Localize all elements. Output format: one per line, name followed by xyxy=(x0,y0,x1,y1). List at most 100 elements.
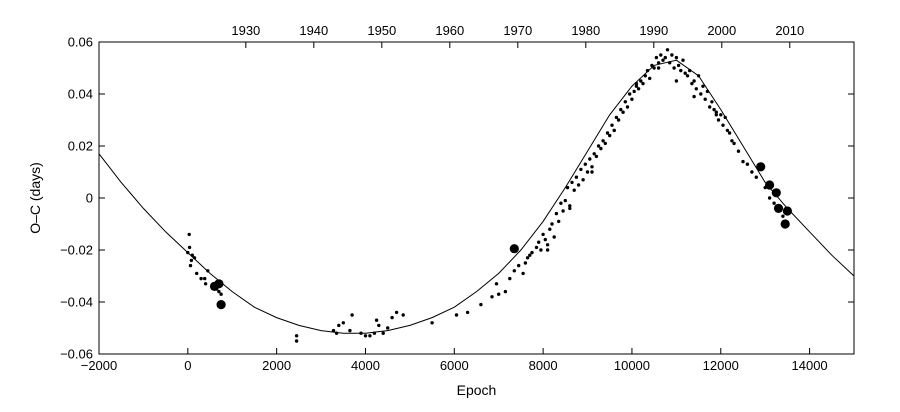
small-data-point xyxy=(654,55,659,60)
small-data-point xyxy=(719,113,723,117)
x-tick-label: 12000 xyxy=(703,358,739,373)
large-data-point xyxy=(771,188,781,198)
top-tick-label: 1960 xyxy=(435,23,464,38)
small-data-point xyxy=(623,100,627,104)
small-data-point xyxy=(674,55,679,60)
small-data-point xyxy=(189,258,194,263)
x-tick-label: 10000 xyxy=(614,358,650,373)
small-data-point xyxy=(676,63,681,68)
small-data-point xyxy=(714,110,718,114)
small-data-point xyxy=(390,315,394,320)
small-data-point xyxy=(576,183,581,187)
small-data-point xyxy=(652,66,656,70)
top-tick-label: 2010 xyxy=(775,23,804,38)
small-data-point xyxy=(377,323,381,328)
y-tick-label: −0.06 xyxy=(60,347,93,362)
top-tick-label: 2000 xyxy=(707,23,736,38)
small-data-point xyxy=(525,256,530,260)
tick-labels-layer: −2000 0 2000 4000 6000 8000 10000 12000 14000 193… xyxy=(60,23,828,373)
large-data-point xyxy=(773,203,784,213)
small-data-point xyxy=(725,128,730,133)
small-data-point xyxy=(708,105,712,109)
small-data-point xyxy=(754,175,758,179)
small-data-point xyxy=(681,58,685,62)
small-data-point xyxy=(465,310,470,315)
small-data-point xyxy=(528,253,532,257)
ticks-layer xyxy=(98,41,854,355)
small-data-point xyxy=(590,165,594,169)
small-data-point xyxy=(750,170,754,174)
small-data-point xyxy=(705,89,710,94)
x-tick-label: 14000 xyxy=(792,358,828,373)
fit-curve xyxy=(98,59,855,334)
small-data-point xyxy=(668,61,672,65)
small-data-point xyxy=(592,152,596,156)
small-data-point xyxy=(699,92,703,96)
small-data-point xyxy=(585,170,590,174)
small-data-point xyxy=(186,250,190,255)
top-tick-label: 1980 xyxy=(571,23,600,38)
small-data-point xyxy=(348,328,352,333)
small-data-point xyxy=(494,282,499,286)
large-data-point xyxy=(756,162,766,172)
small-data-point xyxy=(672,66,676,70)
small-data-point xyxy=(727,131,732,135)
small-data-point xyxy=(692,79,696,83)
small-data-point xyxy=(579,167,583,172)
small-data-point xyxy=(696,74,701,78)
small-data-point xyxy=(639,79,643,83)
small-data-point xyxy=(554,211,559,216)
small-data-point xyxy=(537,240,541,244)
x-tick-label: −2000 xyxy=(81,358,118,373)
small-data-point xyxy=(294,339,299,343)
small-data-point xyxy=(665,48,670,52)
small-data-point xyxy=(552,235,556,239)
fit-curve-layer xyxy=(98,59,855,334)
small-data-point xyxy=(199,276,203,281)
small-data-point xyxy=(521,271,525,276)
x-tick-label: 2000 xyxy=(262,358,291,373)
small-data-point xyxy=(703,97,707,101)
small-data-point xyxy=(543,237,547,242)
y-axis-title: O–C (days) xyxy=(27,162,43,234)
small-data-point xyxy=(548,227,552,231)
small-data-point xyxy=(203,276,207,281)
small-data-point xyxy=(523,261,528,265)
small-data-point xyxy=(674,79,679,83)
small-data-point xyxy=(601,139,605,143)
x-tick-label: 4000 xyxy=(351,358,380,373)
small-data-point xyxy=(561,209,565,213)
y-tick-label: 0.02 xyxy=(68,139,93,154)
top-tick-label: 1950 xyxy=(367,23,396,38)
small-data-point xyxy=(596,144,601,148)
y-tick-label: −0.04 xyxy=(60,295,93,310)
small-data-point xyxy=(659,53,663,57)
small-data-point xyxy=(541,232,545,237)
x-axis-title: Epoch xyxy=(457,382,497,398)
small-data-point xyxy=(701,84,705,88)
small-data-point xyxy=(565,185,570,190)
y-tick-label: 0.06 xyxy=(68,35,93,50)
small-data-point xyxy=(732,141,736,146)
small-data-point xyxy=(574,175,579,179)
small-data-point xyxy=(723,115,727,120)
small-data-point xyxy=(550,222,554,226)
small-data-point xyxy=(545,243,550,247)
small-data-point xyxy=(557,219,561,224)
x-tick-label: 0 xyxy=(184,358,191,373)
top-tick-label: 1970 xyxy=(503,23,532,38)
small-data-point xyxy=(187,232,191,237)
small-data-point xyxy=(781,214,785,218)
small-data-point xyxy=(663,55,667,60)
small-data-point xyxy=(630,97,634,101)
small-data-point xyxy=(628,92,632,96)
small-data-point xyxy=(716,118,721,122)
large-data-point xyxy=(782,206,793,216)
large-data-point xyxy=(509,244,519,254)
small-data-point xyxy=(539,248,543,252)
small-data-point xyxy=(206,269,210,273)
small-data-point xyxy=(590,170,594,174)
small-data-point xyxy=(670,53,674,57)
small-data-point xyxy=(621,110,625,114)
